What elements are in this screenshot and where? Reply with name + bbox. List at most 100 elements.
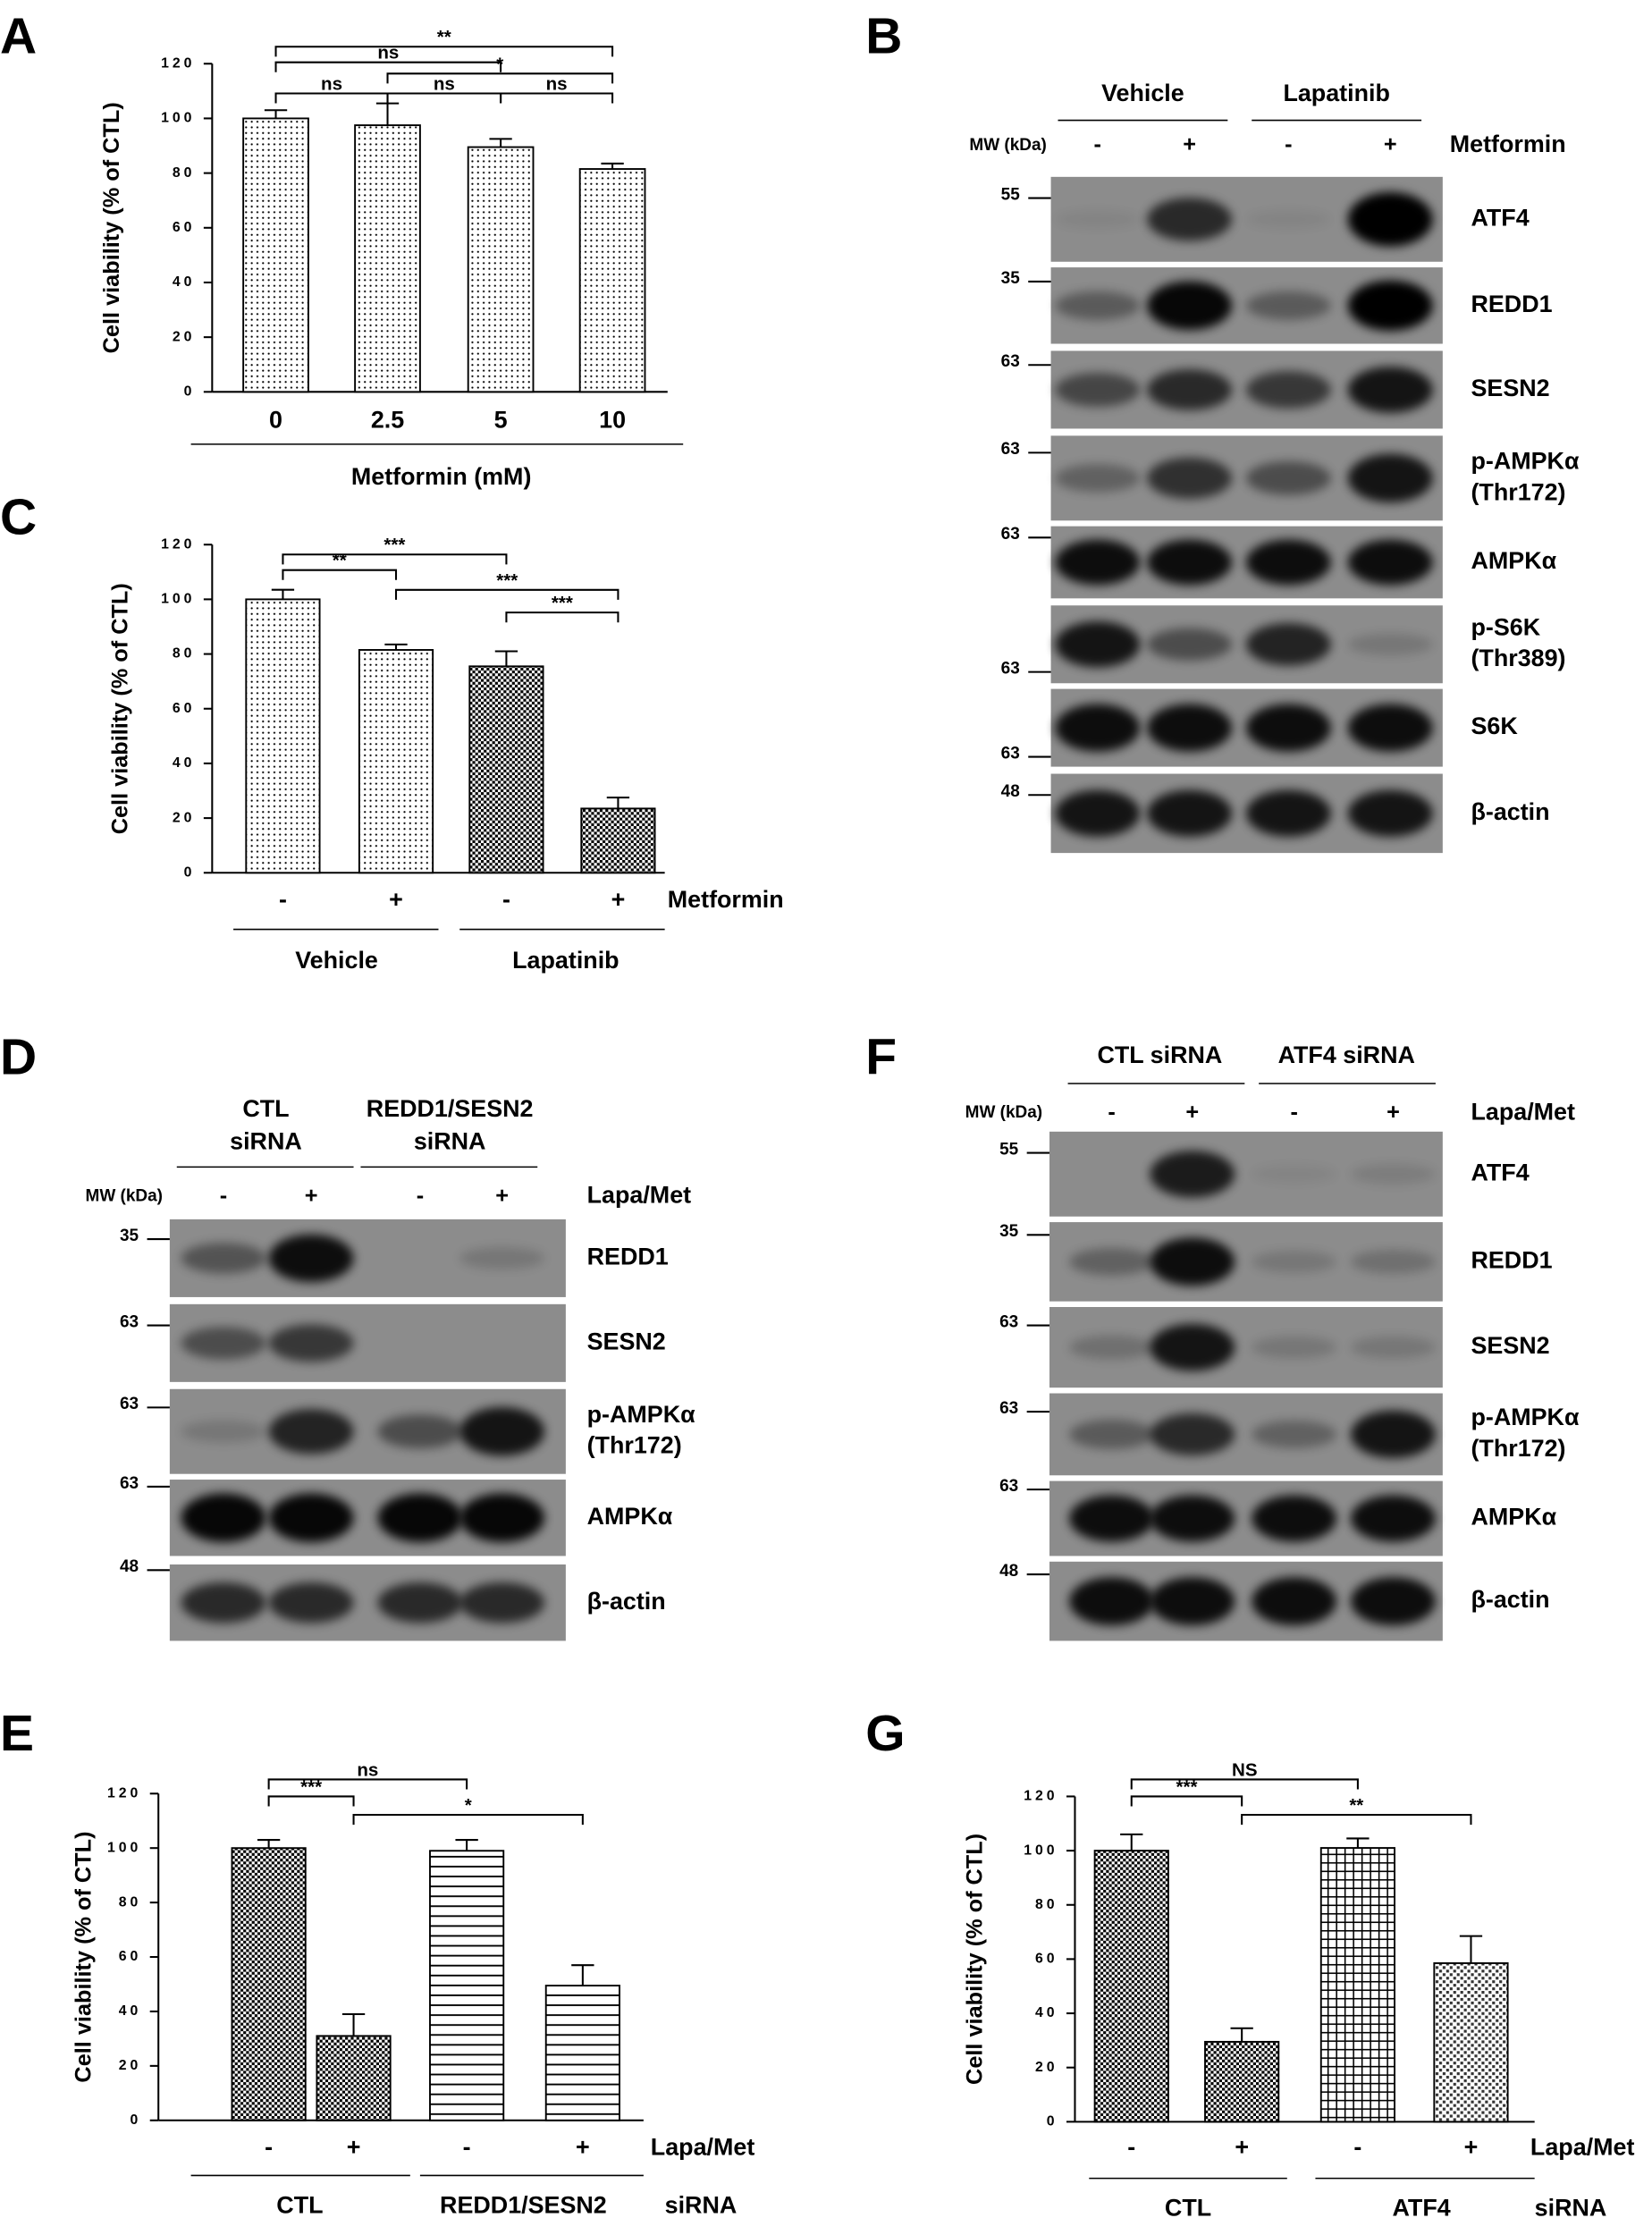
group-label: ATF4 siRNA (1278, 1042, 1415, 1068)
significance-bracket (267, 1778, 468, 1790)
significance-label: NS (1232, 1759, 1258, 1780)
significance-bracket (1130, 1795, 1243, 1807)
bar (231, 1847, 307, 2121)
x-tick-label: + (389, 886, 403, 913)
bar (578, 168, 646, 393)
bar (354, 124, 421, 393)
y-tick-label: 0 (1047, 2114, 1058, 2129)
bar (358, 649, 434, 874)
y-tick-label: 40 (173, 755, 196, 771)
lane-label: + (1386, 1100, 1400, 1125)
significance-label: *** (300, 1776, 322, 1797)
band (268, 1582, 354, 1623)
lane-label: - (220, 1183, 227, 1208)
y-tick-label: 100 (161, 592, 195, 607)
lane-label: + (1384, 132, 1397, 157)
band (459, 1582, 545, 1623)
mw-label: 63 (120, 1312, 139, 1331)
lane-label: + (1183, 132, 1196, 157)
y-tick-label: 20 (173, 329, 196, 344)
band (1150, 1323, 1235, 1371)
band (1150, 1495, 1235, 1542)
x-tick-label: - (1127, 2134, 1135, 2161)
row-label: AMPKα (1471, 1504, 1556, 1531)
band (1150, 1237, 1235, 1286)
factor-label: Lapa/Met (1530, 2134, 1635, 2161)
bar (1204, 2040, 1280, 2123)
group-label: CTL (276, 2191, 323, 2218)
group-label: Lapatinib (1283, 80, 1389, 106)
significance-bracket (1241, 1813, 1472, 1826)
lane-label: + (305, 1183, 318, 1208)
band (1245, 704, 1331, 752)
significance-label: * (465, 1795, 472, 1816)
significance-label: *** (384, 535, 405, 555)
x-tick-label: - (1353, 2134, 1361, 2161)
lane-label: + (495, 1183, 509, 1208)
y-tick-label: 100 (1024, 1843, 1058, 1858)
significance-bracket (386, 92, 502, 104)
lane-label: - (1108, 1100, 1115, 1125)
significance-label: ns (546, 73, 568, 94)
band (1055, 789, 1141, 837)
mw-label: 48 (999, 1562, 1018, 1581)
y-tick-label: 20 (119, 2058, 142, 2073)
bar (1093, 1850, 1169, 2123)
y-axis-label: Cell viability (% of CTL) (962, 1834, 987, 2085)
panel-letter: B (865, 7, 902, 64)
band (1147, 198, 1233, 241)
bar (429, 1850, 505, 2121)
significance-label: *** (496, 570, 518, 591)
significance-bracket (352, 1813, 584, 1826)
row-label: SESN2 (587, 1328, 666, 1354)
significance-bracket (274, 92, 389, 104)
significance-bracket (500, 92, 614, 104)
band (1147, 539, 1233, 586)
mw-label: 63 (999, 1399, 1018, 1418)
band (1245, 460, 1331, 495)
y-tick-label: 80 (1035, 1897, 1058, 1912)
group-label: Vehicle (295, 947, 378, 974)
treatment-label: Lapa/Met (1471, 1098, 1575, 1125)
band (1245, 370, 1331, 409)
y-tick-label: 80 (173, 165, 196, 181)
bar (1319, 1847, 1395, 2123)
band (1347, 453, 1433, 503)
band (1147, 457, 1233, 499)
band (1252, 1420, 1337, 1448)
row-label: β-actin (1471, 798, 1549, 825)
row-label: p-AMPKα (587, 1401, 695, 1428)
x-tick-label: 2.5 (371, 407, 404, 434)
y-tick-label: 60 (173, 701, 196, 716)
mw-label: 63 (999, 1477, 1018, 1496)
row-label: ATF4 (1471, 204, 1529, 231)
bar (242, 117, 309, 393)
panel-letter: C (0, 488, 37, 545)
factor-label: Metformin (668, 886, 784, 913)
significance-bracket (282, 553, 508, 565)
bar (245, 598, 321, 874)
group-label: CTL (242, 1095, 289, 1122)
band (1347, 367, 1433, 413)
row-label: β-actin (1471, 1586, 1549, 1613)
lane-label: - (417, 1183, 424, 1208)
band (1347, 191, 1433, 247)
mw-header: MW (kDa) (965, 1103, 1042, 1122)
row-label: (Thr172) (587, 1432, 682, 1459)
band (1055, 209, 1141, 229)
band (268, 1493, 354, 1543)
y-axis-label: Cell viability (% of CTL) (108, 583, 133, 834)
row-label: β-actin (587, 1588, 666, 1615)
band (1245, 291, 1331, 320)
band (268, 1234, 354, 1283)
band (1069, 1248, 1155, 1276)
band (1252, 1495, 1337, 1542)
band (1347, 280, 1433, 332)
row-label: SESN2 (1471, 1332, 1549, 1359)
x-tick-label: + (1235, 2134, 1249, 2161)
x-tick-label: - (502, 886, 510, 913)
y-tick-label: 20 (1035, 2060, 1058, 2075)
y-tick-label: 0 (130, 2113, 141, 2128)
significance-bracket (394, 588, 620, 600)
